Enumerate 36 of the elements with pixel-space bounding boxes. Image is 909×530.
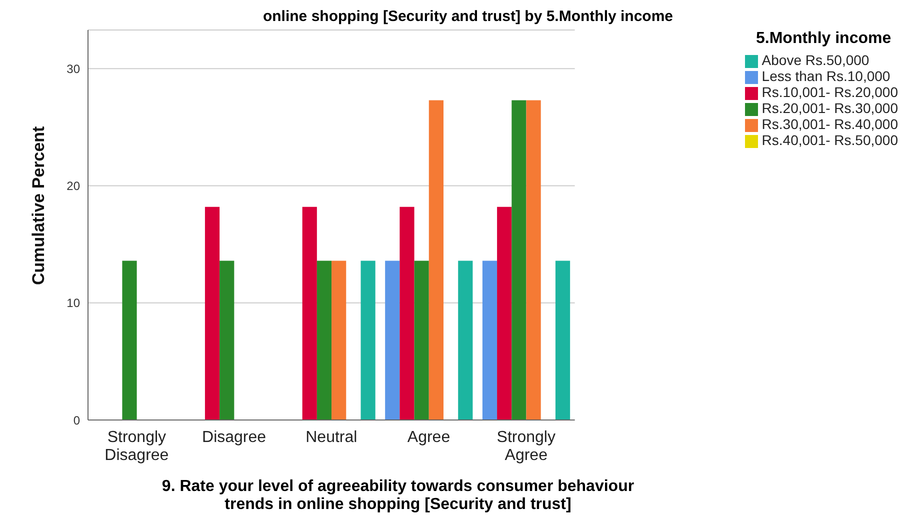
bar <box>122 260 137 420</box>
bar <box>400 206 414 420</box>
bar <box>458 260 473 420</box>
x-tick-label: Strongly Agree <box>496 429 556 464</box>
x-axis-title: 9. Rate your level of agreeability towards consumer behaviour trends in online shopping [Security and trust] <box>160 478 636 514</box>
chart-title: online shopping [Security and trust] by 5.Monthly income <box>262 8 674 25</box>
legend-label: Above Rs.50,000 <box>762 52 870 68</box>
x-tick-label: Strongly Disagree <box>104 429 169 464</box>
bar <box>414 260 429 420</box>
bar <box>360 260 376 420</box>
legend-label: Rs.30,001- Rs.40,000 <box>762 116 898 132</box>
y-tick-label: 0 <box>73 413 80 428</box>
legend-label: Rs.20,001- Rs.30,000 <box>762 100 898 116</box>
bar <box>482 260 498 420</box>
bar <box>316 260 332 420</box>
x-tick-label: Neutral <box>306 429 358 446</box>
bar <box>385 260 400 420</box>
y-tick-label: 10 <box>66 296 80 310</box>
bar <box>428 100 444 420</box>
y-tick-label: 30 <box>66 62 80 76</box>
legend-title: 5.Monthly income <box>756 30 892 48</box>
bar <box>220 260 234 420</box>
bar <box>497 206 512 420</box>
bar <box>332 260 346 420</box>
x-tick-label: Disagree <box>202 429 266 446</box>
bar <box>526 100 541 420</box>
legend-label: Rs.10,001- Rs.20,000 <box>762 84 898 100</box>
bar <box>204 206 220 420</box>
y-tick-label: 20 <box>66 179 80 194</box>
bar <box>302 206 317 420</box>
bar <box>512 100 526 420</box>
y-axis-title: Cumulative Percent <box>29 126 48 285</box>
bar <box>555 260 570 420</box>
x-tick-label: Agree <box>407 429 450 446</box>
legend-label: Rs.40,001- Rs.50,000 <box>762 132 898 148</box>
legend-label: Less than Rs.10,000 <box>762 68 890 84</box>
